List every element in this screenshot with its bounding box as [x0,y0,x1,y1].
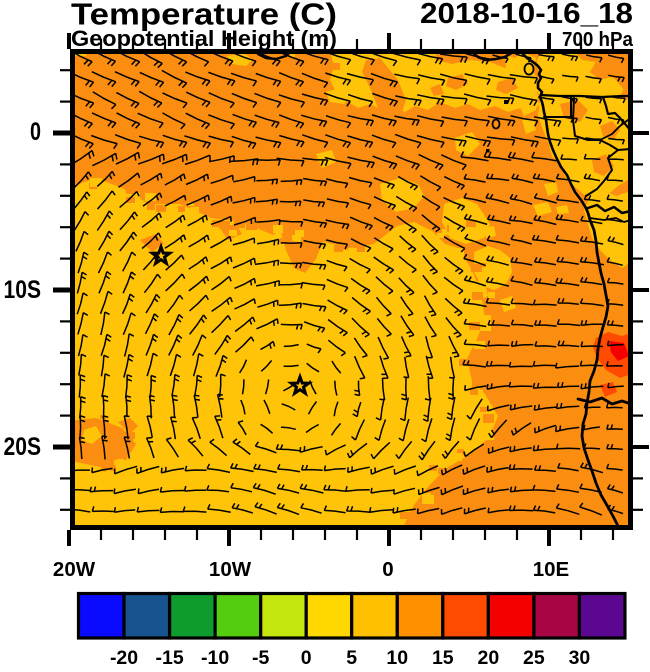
svg-text:10E: 10E [533,558,569,581]
svg-text:30: 30 [569,647,591,667]
svg-text:Temperature (C): Temperature (C) [71,0,337,32]
svg-text:10: 10 [386,647,408,667]
svg-text:20W: 20W [53,558,96,581]
svg-text:0: 0 [301,647,312,667]
svg-text:0: 0 [382,558,393,581]
svg-text:700 hPa: 700 hPa [562,29,634,51]
svg-text:-5: -5 [252,647,269,667]
svg-text:20: 20 [478,647,500,667]
svg-text:25: 25 [523,647,545,667]
svg-text:0: 0 [30,118,41,146]
svg-text:-15: -15 [155,647,183,667]
svg-text:5: 5 [346,647,357,667]
svg-text:20S: 20S [4,433,42,461]
svg-text:-20: -20 [110,647,138,667]
svg-text:10W: 10W [209,558,252,581]
svg-text:15: 15 [432,647,454,667]
svg-text:2018-10-16_18: 2018-10-16_18 [420,0,633,30]
svg-text:-10: -10 [201,647,229,667]
svg-text:Geopotential Height (m): Geopotential Height (m) [71,26,337,51]
svg-text:10S: 10S [4,276,42,304]
